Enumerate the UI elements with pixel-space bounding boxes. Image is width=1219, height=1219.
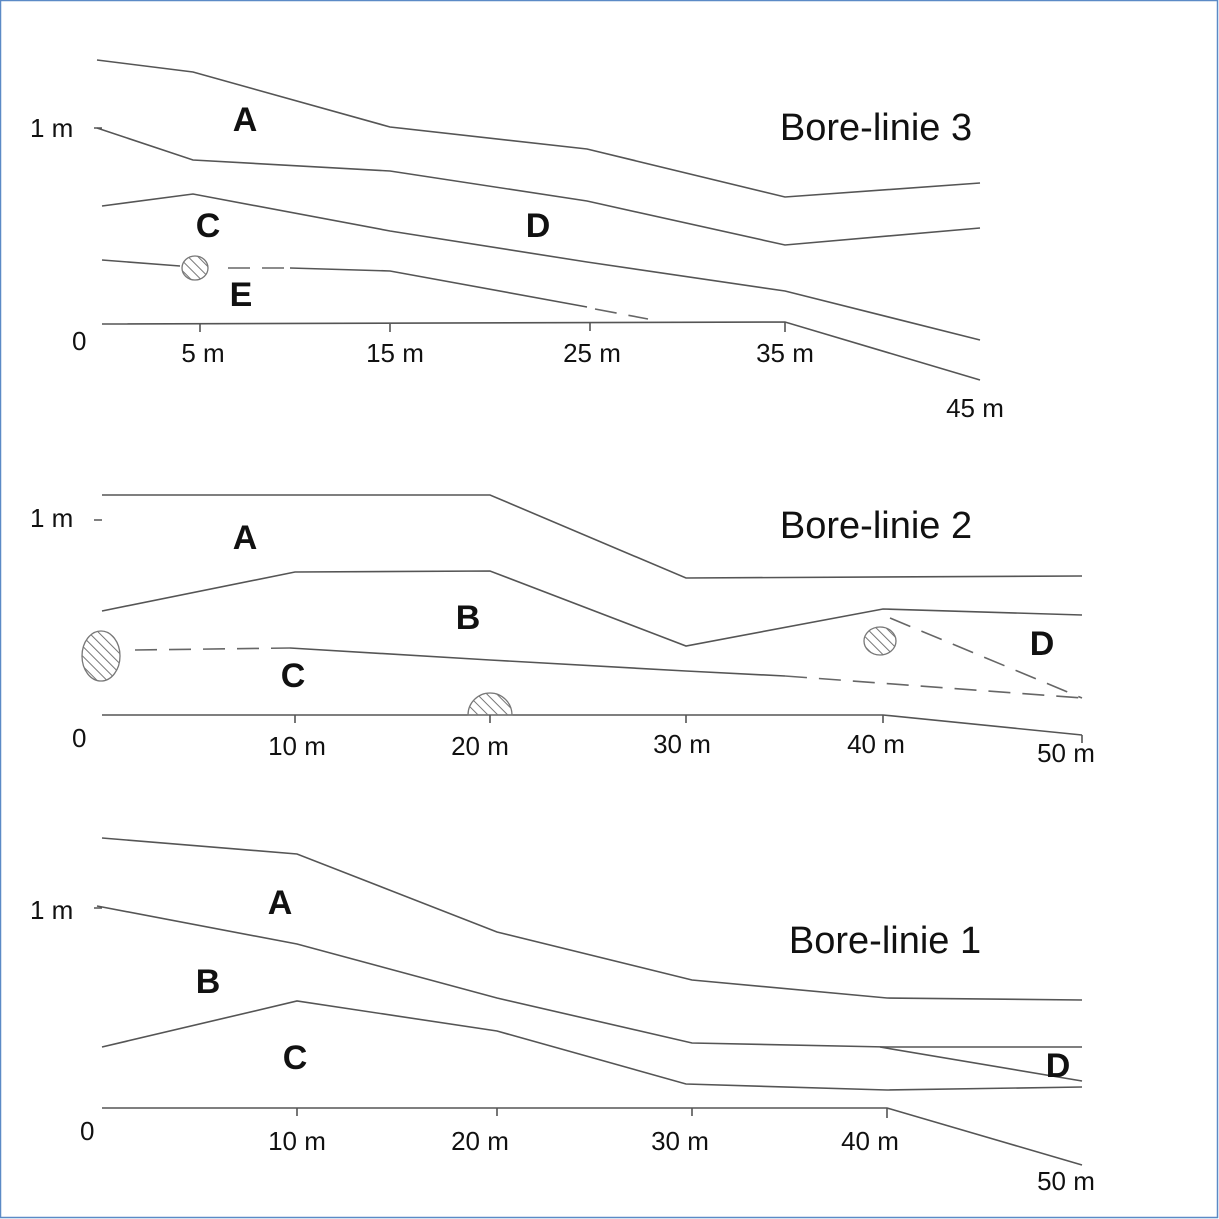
layer-label: C [281, 657, 306, 695]
stone [863, 626, 897, 656]
panel-title: Bore-linie 1 [789, 920, 981, 962]
boundary [289, 267, 588, 308]
layer-label: A [233, 101, 258, 139]
y-label: 1 m [30, 113, 73, 143]
x-label: 35 m [756, 338, 814, 368]
layer-label: D [1046, 1047, 1071, 1085]
layer-label: C [283, 1039, 308, 1077]
x-label: 50 m [1037, 738, 1095, 768]
baseline [101, 321, 981, 381]
boundary [101, 193, 981, 341]
baseline [102, 1107, 1083, 1166]
layer-label: E [230, 276, 253, 314]
y-label: 0 [72, 723, 86, 753]
boundary [101, 1000, 1083, 1091]
x-label: 10 m [268, 731, 326, 761]
y-label: 0 [72, 326, 86, 356]
boundary [879, 1046, 1083, 1082]
panel-title: Bore-linie 2 [780, 505, 972, 547]
boundary [102, 494, 1083, 579]
layer-label: C [196, 207, 221, 245]
x-label: 20 m [451, 1126, 509, 1156]
stone [81, 630, 121, 682]
baseline [102, 714, 1083, 736]
x-label: 10 m [268, 1126, 326, 1156]
layer-label: D [1030, 625, 1055, 663]
y-label: 1 m [30, 503, 73, 533]
tick [94, 907, 888, 1118]
boundary [101, 837, 1083, 1001]
layer-label: A [233, 519, 258, 557]
boundary [101, 259, 181, 267]
panel-bore-linie-3: 1 m 0 5 m 15 m 25 m 35 m 45 m A C D E Bo… [30, 59, 1004, 423]
layer-label: A [268, 884, 293, 922]
stone [467, 692, 513, 716]
boundary [96, 59, 981, 198]
panel-bore-linie-1: 1 m 0 10 m 20 m 30 m 40 m 50 m A B C D B… [30, 837, 1095, 1196]
x-label: 15 m [366, 338, 424, 368]
tick [94, 519, 1083, 743]
boundary-dashed [594, 308, 649, 320]
layer-label: B [456, 599, 481, 637]
boundary-dashed [889, 617, 1083, 699]
y-label: 0 [80, 1116, 94, 1146]
x-label: 40 m [841, 1126, 899, 1156]
boundary-dashed [134, 647, 291, 651]
boundary [101, 570, 1083, 647]
x-label: 50 m [1037, 1166, 1095, 1196]
x-label: 40 m [847, 729, 905, 759]
panel-bore-linie-2: 1 m 0 10 m 20 m 30 m 40 m 50 m A B C D B… [30, 494, 1095, 768]
boundary [289, 647, 786, 677]
boundary-dashed [784, 675, 1083, 699]
boundary [96, 905, 1082, 1048]
x-label: 20 m [451, 731, 509, 761]
tick [94, 127, 786, 332]
y-label: 1 m [30, 895, 73, 925]
stone [181, 255, 209, 281]
panel-title: Bore-linie 3 [780, 107, 972, 149]
x-label: 30 m [653, 729, 711, 759]
x-label: 25 m [563, 338, 621, 368]
boundary [96, 127, 981, 246]
x-label: 45 m [946, 393, 1004, 423]
x-label: 5 m [181, 338, 224, 368]
layer-label: D [526, 207, 551, 245]
layer-label: B [196, 963, 221, 1001]
x-label: 30 m [651, 1126, 709, 1156]
